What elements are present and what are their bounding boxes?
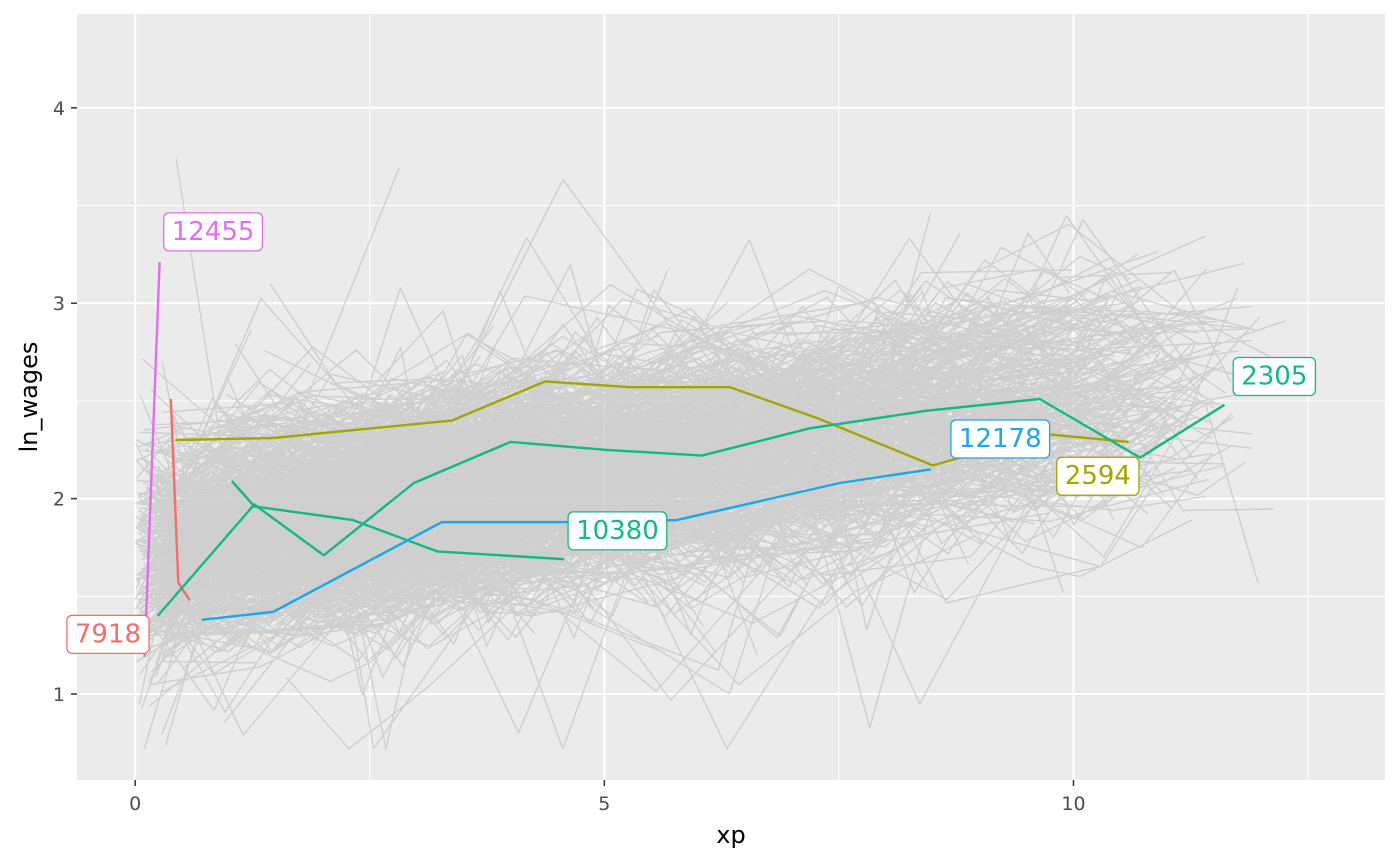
background-series-lines xyxy=(134,158,1286,750)
series-label-box xyxy=(66,614,150,655)
y-tick-label: 4 xyxy=(53,98,65,120)
series-label: 12178 xyxy=(950,419,1051,459)
series-label-box xyxy=(1232,356,1317,397)
highlighted-series-line xyxy=(156,397,1226,617)
series-label-box xyxy=(163,212,264,252)
highlighted-series-line xyxy=(143,262,161,657)
series-label: 10380 xyxy=(567,511,668,551)
y-tick-label: 1 xyxy=(53,684,65,706)
series-label-text: 2305 xyxy=(1241,362,1307,392)
highlighted-series-line xyxy=(230,480,565,561)
series-label: 7918 xyxy=(66,614,150,655)
x-tick-label: 5 xyxy=(598,793,610,815)
x-axis: 0 5 10 xyxy=(129,780,1086,815)
y-tick-label: 2 xyxy=(53,489,65,511)
y-axis-title: ln_wages xyxy=(15,342,43,453)
series-label-text: 10380 xyxy=(576,516,659,546)
series-label-box xyxy=(1056,456,1140,496)
series-label-box xyxy=(950,419,1051,459)
background-series-group xyxy=(134,158,1286,750)
series-label: 2305 xyxy=(1232,356,1317,397)
series-label-text: 2594 xyxy=(1065,461,1131,491)
x-tick-label: 10 xyxy=(1061,793,1085,815)
series-label-text: 12455 xyxy=(172,217,255,247)
series-label-text: 12178 xyxy=(959,424,1042,454)
series-label-group: 12455 7918 2594 2305 10380 12178 xyxy=(66,212,1317,655)
highlighted-series-line xyxy=(169,398,191,601)
series-label: 12455 xyxy=(163,212,264,252)
series-label: 2594 xyxy=(1056,456,1140,496)
y-tick-label: 3 xyxy=(53,293,65,315)
y-axis: 1 2 3 4 xyxy=(53,98,77,706)
series-label-box xyxy=(567,511,668,551)
series-label-text: 7918 xyxy=(75,619,141,649)
x-tick-label: 0 xyxy=(129,793,141,815)
x-axis-title: xp xyxy=(716,821,745,849)
